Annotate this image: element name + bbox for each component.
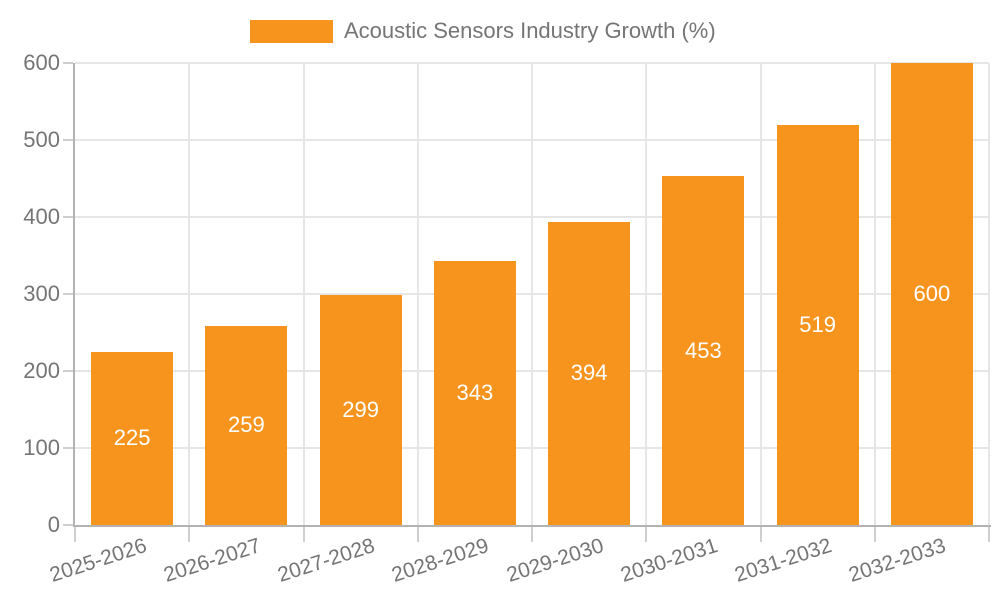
x-axis-tick: [645, 527, 648, 542]
y-axis-tick-label: 100: [23, 435, 60, 460]
x-gridline: [188, 63, 191, 525]
x-axis-line: [73, 525, 991, 527]
bar-value-label: 394: [570, 360, 608, 386]
bar-value-label: 519: [799, 312, 836, 338]
x-axis-tick-label: 2025-2026: [46, 534, 150, 587]
legend-label[interactable]: Acoustic Sensors Industry Growth (%): [344, 18, 716, 43]
x-axis-tick: [416, 527, 419, 542]
x-axis-tick-label: 2030-2031: [617, 534, 721, 587]
x-axis-tick-label: 2029-2030: [503, 534, 607, 587]
y-axis-line: [73, 63, 75, 527]
bar-value-label: 453: [685, 337, 722, 363]
y-axis-tick-label: 600: [23, 50, 60, 75]
x-axis-tick: [531, 527, 533, 542]
x-axis-tick: [188, 527, 191, 542]
y-axis-tick: [63, 370, 73, 372]
legend-item[interactable]: Acoustic Sensors Industry Growth (%): [250, 17, 716, 45]
x-axis-tick-label: 2028-2029: [389, 534, 492, 587]
x-gridline: [302, 63, 305, 525]
plot-area: 225 259 299 343 394 453 519 600: [75, 62, 990, 525]
x-axis-tick: [74, 527, 76, 542]
x-axis-tick: [302, 527, 305, 542]
bar[interactable]: 600: [890, 63, 973, 525]
x-gridline: [416, 63, 419, 525]
y-axis-tick-label: 400: [23, 204, 60, 229]
x-axis-tick: [988, 527, 990, 542]
bar[interactable]: 343: [433, 260, 516, 525]
bar[interactable]: 299: [319, 294, 402, 525]
y-axis-tick: [63, 524, 73, 526]
y-axis-tick-label: 200: [23, 358, 60, 383]
x-axis-tick-label: 2026-2027: [160, 534, 264, 587]
bar-value-label: 299: [342, 396, 379, 422]
bar-value-label: 343: [456, 379, 494, 405]
x-axis-tick-label: 2027-2028: [275, 534, 378, 587]
y-axis-tick: [63, 216, 73, 218]
y-axis-tick-label: 0: [47, 512, 60, 537]
bar[interactable]: 519: [776, 125, 859, 525]
bar[interactable]: 225: [91, 351, 174, 525]
bar-value-label: 600: [913, 281, 951, 306]
x-axis-tick-label: 2032-2033: [846, 534, 949, 587]
bar-value-label: 225: [113, 425, 151, 451]
x-gridline: [759, 63, 762, 525]
y-axis-tick: [63, 62, 73, 64]
y-axis-tick-label: 300: [23, 281, 60, 306]
bar[interactable]: 394: [548, 221, 631, 525]
y-axis-tick: [63, 447, 73, 449]
y-axis-tick: [63, 139, 73, 141]
y-axis-tick-label: 500: [23, 127, 60, 152]
x-axis-tick: [759, 527, 762, 542]
y-axis-tick: [63, 293, 73, 295]
x-gridline: [645, 63, 648, 525]
bar[interactable]: 453: [662, 176, 745, 525]
x-axis-tick: [873, 527, 876, 542]
bar-value-label: 259: [228, 412, 265, 438]
x-gridline: [988, 63, 990, 525]
legend-swatch[interactable]: [250, 19, 333, 43]
bar[interactable]: 259: [205, 325, 288, 525]
x-gridline: [873, 63, 876, 525]
x-gridline: [531, 63, 533, 525]
x-axis-tick-label: 2031-2032: [732, 534, 835, 587]
